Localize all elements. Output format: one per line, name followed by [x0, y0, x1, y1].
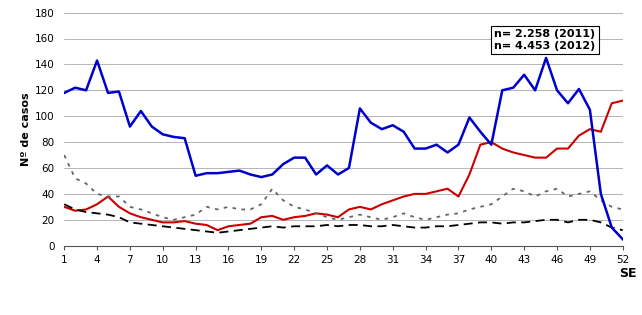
Limite Superior	[433, 215, 440, 219]
2012	[400, 130, 408, 134]
Y-axis label: Nº de casos: Nº de casos	[21, 92, 31, 166]
X-axis label: SE: SE	[619, 267, 637, 280]
Limite Superior	[170, 218, 178, 222]
2012	[619, 237, 627, 241]
2011	[411, 192, 419, 196]
Limite Superior	[586, 189, 594, 193]
Limite Superior	[619, 208, 627, 211]
Text: n= 2.258 (2011)
n= 4.453 (2012): n= 2.258 (2011) n= 4.453 (2012)	[494, 29, 596, 50]
Média	[334, 224, 342, 228]
2012	[542, 56, 550, 60]
2011	[268, 214, 276, 218]
Limite Superior	[268, 187, 276, 191]
Média	[214, 231, 221, 235]
2011	[60, 205, 68, 209]
2011	[433, 189, 440, 193]
Line: Média: Média	[64, 204, 623, 233]
Line: 2011: 2011	[64, 101, 623, 230]
Média	[411, 226, 419, 229]
Média	[104, 213, 112, 216]
2011	[586, 127, 594, 131]
Line: 2012: 2012	[64, 58, 623, 239]
2012	[323, 163, 331, 167]
2012	[60, 91, 68, 95]
2012	[104, 91, 112, 95]
2012	[422, 147, 429, 151]
Limite Superior	[334, 218, 342, 222]
2011	[104, 195, 112, 198]
Limite Superior	[104, 195, 112, 198]
Média	[586, 218, 594, 222]
2012	[257, 175, 265, 179]
Limite Superior	[411, 215, 419, 219]
2012	[586, 108, 594, 112]
Limite Superior	[60, 153, 68, 157]
2011	[619, 99, 627, 103]
2011	[334, 215, 342, 219]
Média	[433, 224, 440, 228]
Média	[60, 202, 68, 206]
Média	[268, 224, 276, 228]
Média	[619, 228, 627, 232]
Line: Limite Superior: Limite Superior	[64, 155, 623, 220]
2011	[214, 228, 221, 232]
